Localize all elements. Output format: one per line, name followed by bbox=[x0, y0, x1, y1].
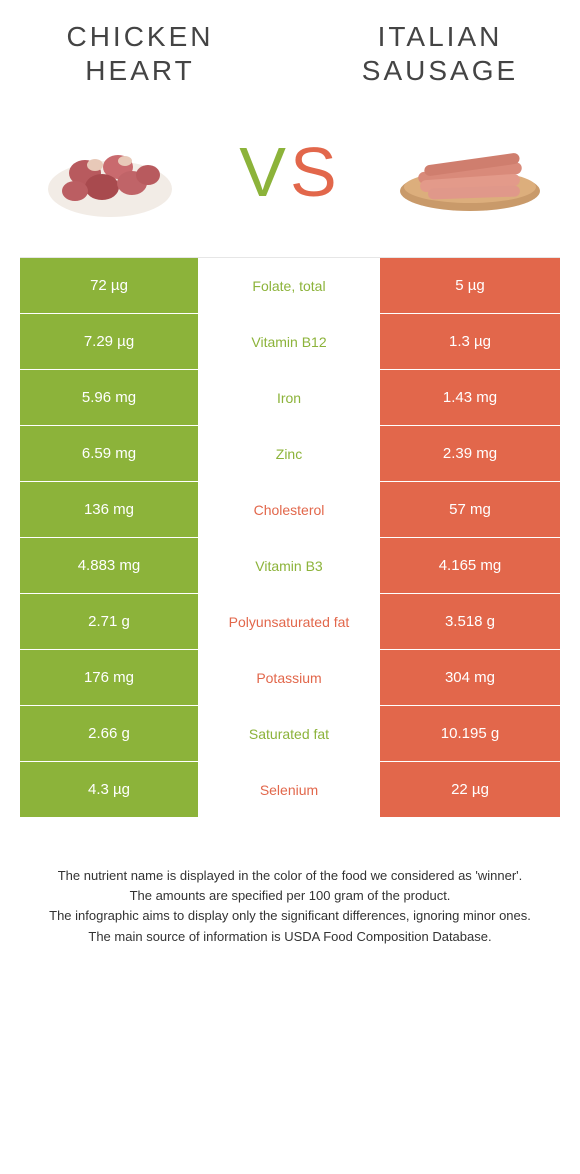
right-value-cell: 4.165 mg bbox=[380, 538, 560, 593]
left-value-cell: 72 µg bbox=[20, 258, 200, 313]
table-row: 6.59 mgZinc2.39 mg bbox=[20, 426, 560, 482]
table-row: 4.883 mgVitamin B34.165 mg bbox=[20, 538, 560, 594]
left-value-cell: 6.59 mg bbox=[20, 426, 200, 481]
left-value-cell: 4.3 µg bbox=[20, 762, 200, 817]
footnote-line: The main source of information is USDA F… bbox=[30, 927, 550, 947]
left-value-cell: 176 mg bbox=[20, 650, 200, 705]
italian-sausage-image bbox=[390, 117, 550, 227]
table-row: 5.96 mgIron1.43 mg bbox=[20, 370, 560, 426]
nutrient-name-cell: Zinc bbox=[200, 426, 380, 481]
vs-row: VS bbox=[0, 97, 580, 257]
nutrient-name-cell: Folate, total bbox=[200, 258, 380, 313]
left-value-cell: 4.883 mg bbox=[20, 538, 200, 593]
chicken-heart-image bbox=[30, 117, 190, 227]
left-value-cell: 7.29 µg bbox=[20, 314, 200, 369]
footnote: The nutrient name is displayed in the co… bbox=[30, 866, 550, 947]
nutrient-table: 72 µgFolate, total5 µg7.29 µgVitamin B12… bbox=[20, 257, 560, 818]
nutrient-name-cell: Vitamin B3 bbox=[200, 538, 380, 593]
table-row: 2.66 gSaturated fat10.195 g bbox=[20, 706, 560, 762]
nutrient-name-cell: Polyunsaturated fat bbox=[200, 594, 380, 649]
right-value-cell: 5 µg bbox=[380, 258, 560, 313]
right-value-cell: 22 µg bbox=[380, 762, 560, 817]
right-value-cell: 3.518 g bbox=[380, 594, 560, 649]
left-value-cell: 2.71 g bbox=[20, 594, 200, 649]
table-row: 136 mgCholesterol57 mg bbox=[20, 482, 560, 538]
footnote-line: The nutrient name is displayed in the co… bbox=[30, 866, 550, 886]
table-row: 7.29 µgVitamin B121.3 µg bbox=[20, 314, 560, 370]
table-row: 72 µgFolate, total5 µg bbox=[20, 258, 560, 314]
left-food-title: CHICKEN HEART bbox=[40, 20, 240, 87]
left-value-cell: 2.66 g bbox=[20, 706, 200, 761]
left-value-cell: 136 mg bbox=[20, 482, 200, 537]
table-row: 2.71 gPolyunsaturated fat3.518 g bbox=[20, 594, 560, 650]
table-row: 4.3 µgSelenium22 µg bbox=[20, 762, 560, 818]
nutrient-name-cell: Selenium bbox=[200, 762, 380, 817]
nutrient-name-cell: Cholesterol bbox=[200, 482, 380, 537]
right-value-cell: 304 mg bbox=[380, 650, 560, 705]
footnote-line: The infographic aims to display only the… bbox=[30, 906, 550, 926]
header-row: CHICKEN HEART ITALIAN SAUSAGE bbox=[0, 0, 580, 97]
right-value-cell: 10.195 g bbox=[380, 706, 560, 761]
nutrient-name-cell: Potassium bbox=[200, 650, 380, 705]
vs-label: VS bbox=[239, 132, 340, 212]
nutrient-name-cell: Iron bbox=[200, 370, 380, 425]
right-value-cell: 2.39 mg bbox=[380, 426, 560, 481]
nutrient-name-cell: Saturated fat bbox=[200, 706, 380, 761]
vs-v: V bbox=[239, 133, 290, 211]
left-value-cell: 5.96 mg bbox=[20, 370, 200, 425]
right-food-title: ITALIAN SAUSAGE bbox=[340, 20, 540, 87]
vs-s: S bbox=[290, 133, 341, 211]
footnote-line: The amounts are specified per 100 gram o… bbox=[30, 886, 550, 906]
table-row: 176 mgPotassium304 mg bbox=[20, 650, 560, 706]
right-value-cell: 1.3 µg bbox=[380, 314, 560, 369]
nutrient-name-cell: Vitamin B12 bbox=[200, 314, 380, 369]
right-value-cell: 57 mg bbox=[380, 482, 560, 537]
right-value-cell: 1.43 mg bbox=[380, 370, 560, 425]
